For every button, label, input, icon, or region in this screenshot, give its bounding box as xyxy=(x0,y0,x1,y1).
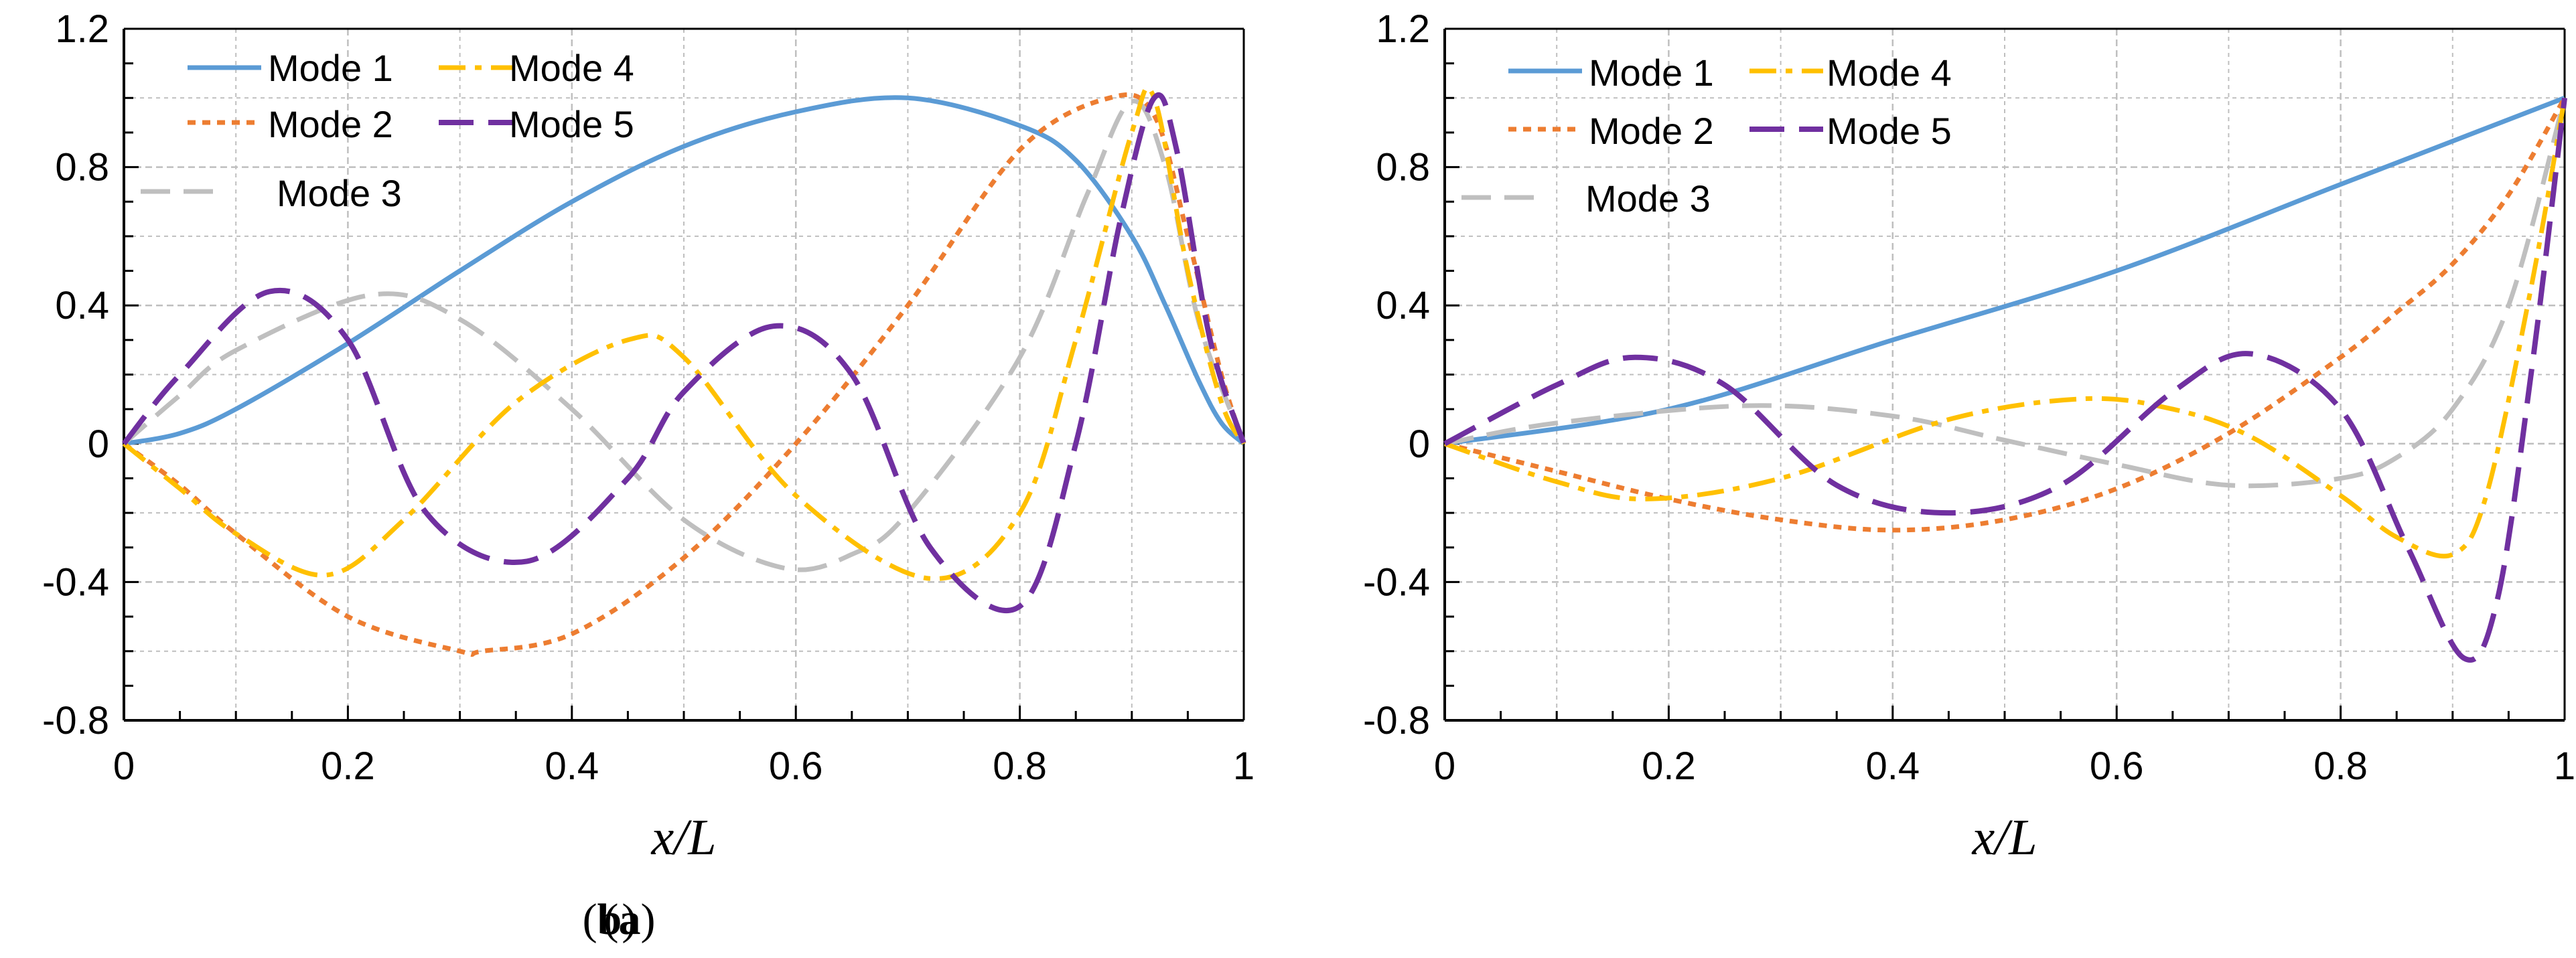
x-tick-label: 0.8 xyxy=(2313,744,2368,788)
legend-label-mode-5: Mode 5 xyxy=(1827,110,1952,152)
x-tick-label: 0.4 xyxy=(1865,744,1920,788)
x-tick-label: 0.4 xyxy=(545,744,599,788)
x-tick-label: 0 xyxy=(1434,744,1455,788)
series-line-mode-3 xyxy=(1444,97,2567,489)
legend-label-mode-1: Mode 1 xyxy=(1589,52,1714,94)
caption-letter: b xyxy=(597,895,622,944)
x-tick-label: 0.6 xyxy=(2090,744,2144,788)
y-tick-label: -0.8 xyxy=(1363,699,1430,742)
series-line-mode-5 xyxy=(1443,97,2567,663)
legend-label-mode-5: Mode 5 xyxy=(509,103,634,145)
x-tick-label: 0 xyxy=(113,744,135,788)
y-tick-label: 0.8 xyxy=(55,146,109,189)
y-tick-label: 0.4 xyxy=(1376,284,1430,327)
legend-label-mode-4: Mode 4 xyxy=(509,47,634,89)
y-tick-label: 1.2 xyxy=(1376,7,1430,51)
x-tick-label: 0.6 xyxy=(769,744,823,788)
legend-label-mode-2: Mode 2 xyxy=(268,103,393,145)
chart-panel-a: 0 0.2 0.4 0.6 0.8 1 -0.8 -0.4 0 0.4 0.8 1.2 x/L Mode … xyxy=(42,7,1255,944)
x-tick-label: 1 xyxy=(1233,744,1255,788)
series-line-mode-5 xyxy=(121,92,1246,613)
y-tick-label: 0.8 xyxy=(1376,146,1430,189)
x-tick-label: 0.2 xyxy=(1642,744,1696,788)
legend: Mode 1 Mode 2 Mode 3 Mode 4 Mode 5 xyxy=(1461,52,1952,220)
y-tick-label: 0 xyxy=(1409,422,1430,466)
y-tick-label: 0 xyxy=(88,422,109,466)
caption-letter: a xyxy=(619,895,641,944)
panel-caption: (a) xyxy=(604,895,656,944)
legend-label-mode-2: Mode 2 xyxy=(1589,110,1714,152)
x-axis-title: x/L xyxy=(1971,809,2037,866)
y-tick-label: -0.8 xyxy=(42,699,109,742)
series-line-mode-4 xyxy=(122,85,1246,581)
y-tick-label: -0.4 xyxy=(42,560,109,604)
legend-label-mode-3: Mode 3 xyxy=(1585,177,1711,220)
y-tick-label: 1.2 xyxy=(55,7,109,51)
series-line-mode-3 xyxy=(122,98,1246,572)
x-tick-label: 0.2 xyxy=(321,744,375,788)
y-tick-label: 0.4 xyxy=(55,284,109,327)
legend-label-mode-3: Mode 3 xyxy=(277,172,402,214)
panel-caption: (b) xyxy=(583,895,637,944)
series-line-mode-4 xyxy=(1443,97,2567,559)
y-tick-label: -0.4 xyxy=(1363,560,1430,604)
legend-label-mode-4: Mode 4 xyxy=(1827,52,1952,94)
x-tick-label: 1 xyxy=(2554,744,2575,788)
legend: Mode 1 Mode 2 Mode 3 Mode 4 Mode 5 xyxy=(141,47,634,214)
x-axis-title: x/L xyxy=(650,809,716,866)
series-line-mode-1 xyxy=(123,95,1246,447)
chart-panel-b: 0 0.2 0.4 0.6 0.8 1 -0.8 -0.4 0 0.4 0.8 1.2 x/L Mode … xyxy=(583,7,2575,944)
x-tick-label: 0.8 xyxy=(993,744,1047,788)
legend-label-mode-1: Mode 1 xyxy=(268,47,393,89)
